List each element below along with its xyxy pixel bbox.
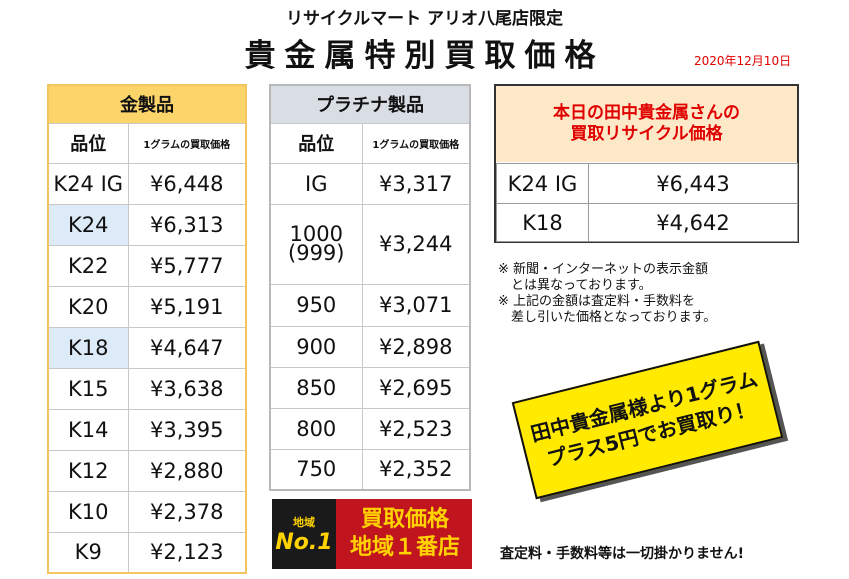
gold-price: ¥5,777 xyxy=(127,244,247,287)
gold-table-header: 金製品 xyxy=(47,84,247,124)
note-line: 差し引いた価格となっております。 xyxy=(498,310,717,325)
table-row: K9 ¥2,123 xyxy=(47,531,247,574)
badge-text: 買取価格 地域１番店 xyxy=(338,499,472,569)
gold-grade: K24 IG xyxy=(47,162,129,205)
tanaka-grade: K18 xyxy=(496,203,589,242)
gold-price: ¥6,313 xyxy=(127,203,247,246)
table-row: K14 ¥3,395 xyxy=(47,408,247,451)
tanaka-price-heading: 本日の田中貴金属さんの 買取リサイクル価格 xyxy=(496,86,797,162)
price-date: 2020年12月10日 xyxy=(694,54,792,68)
table-row: 1000 (999) ¥3,244 xyxy=(269,203,471,285)
page-title: 貴金属特別買取価格 xyxy=(244,38,605,74)
platinum-col-grade: 品位 xyxy=(269,122,363,164)
price-notes: ※ 新聞・インターネットの表示金額 とは異なっております。 ※ 上記の金額は査定… xyxy=(498,262,716,326)
platinum-col-price: 1グラムの買取価格 xyxy=(361,122,471,164)
platinum-grade: IG xyxy=(269,162,363,205)
gold-col-price: 1グラムの買取価格 xyxy=(127,122,247,164)
tanaka-price: ¥6,443 xyxy=(588,163,798,204)
platinum-grade-main: 1000 xyxy=(289,222,343,246)
table-row: K20 ¥5,191 xyxy=(47,285,247,328)
tanaka-grade: K24 IG xyxy=(496,163,589,204)
promo-sticker: 田中貴金属様より1グラム プラス5円でお買取り！ xyxy=(511,340,784,500)
platinum-grade: 1000 (999) xyxy=(269,203,363,285)
note-line: とは異なっております。 xyxy=(498,278,652,293)
platinum-grade: 850 xyxy=(269,366,363,409)
platinum-price-table: プラチナ製品 品位 1グラムの買取価格 IG ¥3,317 1000 (999) … xyxy=(269,84,471,491)
tanaka-heading-line1: 本日の田中貴金属さんの xyxy=(553,103,740,123)
gold-grade: K22 xyxy=(47,244,129,287)
gold-price-table: 金製品 品位 1グラムの買取価格 K24 IG ¥6,448 K24 ¥6,313 … xyxy=(47,84,247,574)
table-row: K22 ¥5,777 xyxy=(47,244,247,287)
table-row: 950 ¥3,071 xyxy=(269,283,471,327)
table-row: K24 IG ¥6,448 xyxy=(47,162,247,205)
platinum-grade-sub: (999) xyxy=(288,241,345,265)
gold-grade: K18 xyxy=(47,326,129,369)
gold-grade: K15 xyxy=(47,367,129,410)
footer-note: 査定料・手数料等は一切掛かりません! xyxy=(500,546,744,562)
table-row: 750 ¥2,352 xyxy=(269,448,471,491)
note-line: ※ 上記の金額は査定料・手数料を xyxy=(498,294,696,309)
table-row: K10 ¥2,378 xyxy=(47,490,247,533)
table-row: K18 ¥4,647 xyxy=(47,326,247,369)
store-name: リサイクルマート アリオ八尾店限定 xyxy=(285,9,564,29)
gold-price: ¥2,123 xyxy=(127,531,247,574)
platinum-grade: 750 xyxy=(269,448,363,491)
table-row: K15 ¥3,638 xyxy=(47,367,247,410)
region-no1-badge: 地域 No.1 買取価格 地域１番店 xyxy=(272,499,472,569)
tanaka-price-table: K24 IG ¥6,443 K18 ¥4,642 xyxy=(496,163,798,242)
table-row: K24 IG ¥6,443 xyxy=(496,163,798,204)
gold-price: ¥4,647 xyxy=(127,326,247,369)
gold-price: ¥5,191 xyxy=(127,285,247,328)
tanaka-heading-line2: 買取リサイクル価格 xyxy=(570,124,723,144)
badge-region-label: 地域 xyxy=(293,515,315,529)
table-row: 850 ¥2,695 xyxy=(269,366,471,409)
gold-grade: K10 xyxy=(47,490,129,533)
gold-grade: K12 xyxy=(47,449,129,492)
gold-price: ¥6,448 xyxy=(127,162,247,205)
gold-price: ¥2,880 xyxy=(127,449,247,492)
platinum-grade: 800 xyxy=(269,407,363,450)
gold-grade: K9 xyxy=(47,531,129,574)
platinum-grade: 950 xyxy=(269,283,363,327)
platinum-price: ¥2,352 xyxy=(361,448,471,491)
table-row: K24 ¥6,313 xyxy=(47,203,247,246)
platinum-price: ¥3,071 xyxy=(361,283,471,327)
gold-price: ¥2,378 xyxy=(127,490,247,533)
gold-col-grade: 品位 xyxy=(47,122,129,164)
platinum-price: ¥2,695 xyxy=(361,366,471,409)
tanaka-price: ¥4,642 xyxy=(588,203,798,242)
gold-price: ¥3,395 xyxy=(127,408,247,451)
table-row: 800 ¥2,523 xyxy=(269,407,471,450)
badge-line1: 買取価格 xyxy=(360,507,449,532)
platinum-price: ¥2,898 xyxy=(361,325,471,368)
badge-no1-label: No.1 xyxy=(275,529,333,555)
platinum-grade: 900 xyxy=(269,325,363,368)
gold-price: ¥3,638 xyxy=(127,367,247,410)
platinum-price: ¥2,523 xyxy=(361,407,471,450)
table-row: IG ¥3,317 xyxy=(269,162,471,205)
table-row: K12 ¥2,880 xyxy=(47,449,247,492)
note-line: ※ 新聞・インターネットの表示金額 xyxy=(498,262,709,277)
tanaka-price-box xyxy=(494,84,799,243)
table-row: 900 ¥2,898 xyxy=(269,325,471,368)
platinum-table-header: プラチナ製品 xyxy=(269,84,471,124)
platinum-price: ¥3,244 xyxy=(361,203,471,285)
gold-grade: K24 xyxy=(47,203,129,246)
gold-grade: K14 xyxy=(47,408,129,451)
gold-grade: K20 xyxy=(47,285,129,328)
table-row: K18 ¥4,642 xyxy=(496,203,798,242)
badge-line2: 地域１番店 xyxy=(349,535,460,560)
platinum-price: ¥3,317 xyxy=(361,162,471,205)
no1-emblem: 地域 No.1 xyxy=(272,499,336,569)
